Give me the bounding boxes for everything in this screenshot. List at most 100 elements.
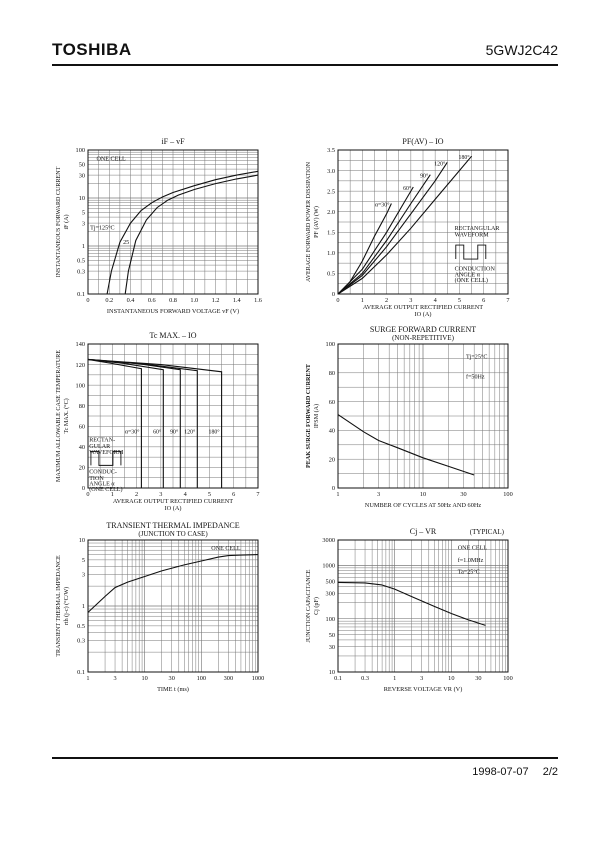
y-tick-label: 40 [79, 444, 85, 451]
y-tick-label: 60 [79, 423, 85, 430]
y-tick-label: 1 [82, 243, 85, 250]
chart-transient: 1 3 10 30 100 300 1000 0.1 0.3 0.5 1 3 5 10 TRANSIENT … [56, 521, 264, 693]
series-label: 180° [209, 428, 221, 435]
y-axis-unit: IFSM (A) [313, 404, 320, 428]
x-tick-label: 6 [482, 297, 485, 304]
series-label: 60° [153, 428, 162, 435]
x-axis-unit: IO (A) [415, 311, 432, 318]
series-label: α=30° [125, 428, 140, 435]
y-tick-label: 0 [332, 485, 335, 492]
x-tick-label: 30 [169, 675, 175, 682]
series-line [106, 170, 259, 295]
y-axis-label: PEAK SURGE FORWARD CURRENT [306, 364, 312, 468]
footer-date-page: 1998-07-07 2/2 [472, 766, 558, 778]
x-tick-label: 0.8 [169, 297, 177, 304]
chart-annotation: ONE CELL [97, 157, 127, 163]
x-tick-label: 10 [448, 675, 454, 682]
series-line [337, 203, 392, 295]
series-line [337, 174, 431, 295]
x-tick-label: 10 [420, 491, 426, 498]
chart-pf-io: 0 1 2 3 4 5 6 7 0 0.5 1.0 1.5 2.0 2.5 3.0 3.5 PF(AV) – I… [306, 137, 510, 318]
y-tick-label: 1 [82, 603, 85, 610]
chart-annotation: RECTAN- [89, 438, 115, 444]
series-label: 120° [184, 428, 196, 435]
x-axis-label: AVERAGE OUTPUT RECTIFIED CURRENT [363, 304, 483, 311]
chart-annotation: f=50Hz [466, 374, 485, 381]
y-tick-label: 3 [82, 220, 85, 227]
y-tick-label: 50 [329, 632, 335, 639]
x-tick-label: 0 [336, 297, 339, 304]
x-tick-label: 100 [503, 491, 512, 498]
y-tick-label: 0.3 [77, 638, 85, 645]
y-tick-label: 0.1 [77, 291, 85, 298]
y-tick-label: 0.5 [77, 258, 85, 265]
chart-subtitle: (JUNCTION TO CASE) [138, 530, 208, 538]
y-tick-label: 2.5 [327, 188, 335, 195]
y-tick-label: 10 [329, 669, 335, 676]
chart-surge: 1 3 10 30 100 0 20 40 60 80 100 SURGE FORWARD CURRE… [306, 325, 513, 509]
x-tick-label: 0.4 [127, 297, 136, 304]
x-tick-label: 7 [256, 491, 259, 498]
series-label: 90° [420, 173, 429, 180]
chart-title: TRANSIENT THERMAL IMPEDANCE [106, 521, 239, 530]
plot-frame [337, 539, 509, 673]
footer-page: 2/2 [542, 766, 558, 778]
y-axis-label: MAXIMUM ALLOWABLE CASE TEMPERATURE [56, 350, 62, 482]
series-line [87, 554, 259, 613]
x-tick-label: 7 [506, 297, 509, 304]
chart-annotation: CONDUCTION [455, 267, 496, 273]
part-number: 5GWJ2C42 [485, 42, 558, 58]
y-tick-label: 1.5 [327, 229, 335, 236]
y-axis-label: JUNCTION CAPACITANCE [306, 569, 312, 642]
y-tick-label: 100 [326, 616, 335, 623]
x-tick-label: 1 [86, 675, 89, 682]
x-tick-label: 1.2 [212, 297, 220, 304]
chart-title: SURGE FORWARD CURRENT [370, 325, 476, 334]
series-line [87, 358, 142, 488]
chart-annotation: CONDUC- [89, 470, 117, 476]
y-tick-label: 30 [79, 172, 85, 179]
y-tick-label: 60 [329, 399, 335, 406]
x-tick-label: 3 [409, 297, 412, 304]
y-tick-label: 10 [79, 195, 85, 202]
x-tick-label: 1 [393, 675, 396, 682]
x-axis-label: NUMBER OF CYCLES AT 50Hz AND 60Hz [365, 502, 482, 509]
y-axis-label: TRANSIENT THERMAL IMPEDANCE [56, 555, 62, 657]
series-line [337, 186, 414, 295]
y-axis-label: INSTANTANEOUS FORWARD CURRENT [56, 166, 62, 277]
chart-annotation: GULAR [89, 444, 111, 450]
chart-annotation: TION [89, 476, 104, 482]
y-tick-label: 3000 [322, 537, 335, 544]
x-tick-label: 5 [458, 297, 461, 304]
plot-frame [87, 539, 259, 673]
x-tick-label: 0.1 [334, 675, 342, 682]
chart-annotation: ONE CELL [458, 545, 488, 551]
y-tick-label: 0.5 [327, 271, 335, 278]
x-tick-label: 1.4 [233, 297, 242, 304]
y-tick-label: 100 [326, 341, 335, 348]
chart-annotation: ONE CELL [211, 546, 241, 552]
x-axis-label: REVERSE VOLTAGE VR (V) [384, 686, 463, 693]
x-axis-label: AVERAGE OUTPUT RECTIFIED CURRENT [113, 498, 233, 505]
y-tick-label: 0.3 [77, 268, 85, 275]
chart-annotation: ANGLE α [89, 481, 115, 487]
x-tick-label: 2 [385, 297, 388, 304]
x-tick-label: 0.6 [148, 297, 156, 304]
y-tick-label: 5 [82, 210, 85, 217]
series-line [337, 581, 486, 626]
chart-annotation: f=1.0MHz [458, 557, 484, 564]
chart-annotation: WAVEFORM [89, 450, 124, 456]
x-axis-label: INSTANTANEOUS FORWARD VOLTAGE vF (V) [107, 308, 239, 315]
y-tick-label: 0 [82, 485, 85, 492]
x-tick-label: 3 [420, 675, 423, 682]
x-axis-label: TIME t (ms) [157, 686, 189, 693]
y-tick-label: 40 [329, 428, 335, 435]
series-line [337, 161, 448, 295]
brand-logo: TOSHIBA [52, 40, 132, 59]
y-axis-label: AVERAGE FORWARD POWER DISSIPATION [306, 161, 312, 282]
chart-annotation: Tj=25°C [466, 353, 487, 360]
chart-title: PF(AV) – IO [402, 137, 443, 146]
chart-annotation: RECTANGULAR [455, 226, 501, 232]
chart-title: Tc MAX. – IO [150, 331, 197, 340]
